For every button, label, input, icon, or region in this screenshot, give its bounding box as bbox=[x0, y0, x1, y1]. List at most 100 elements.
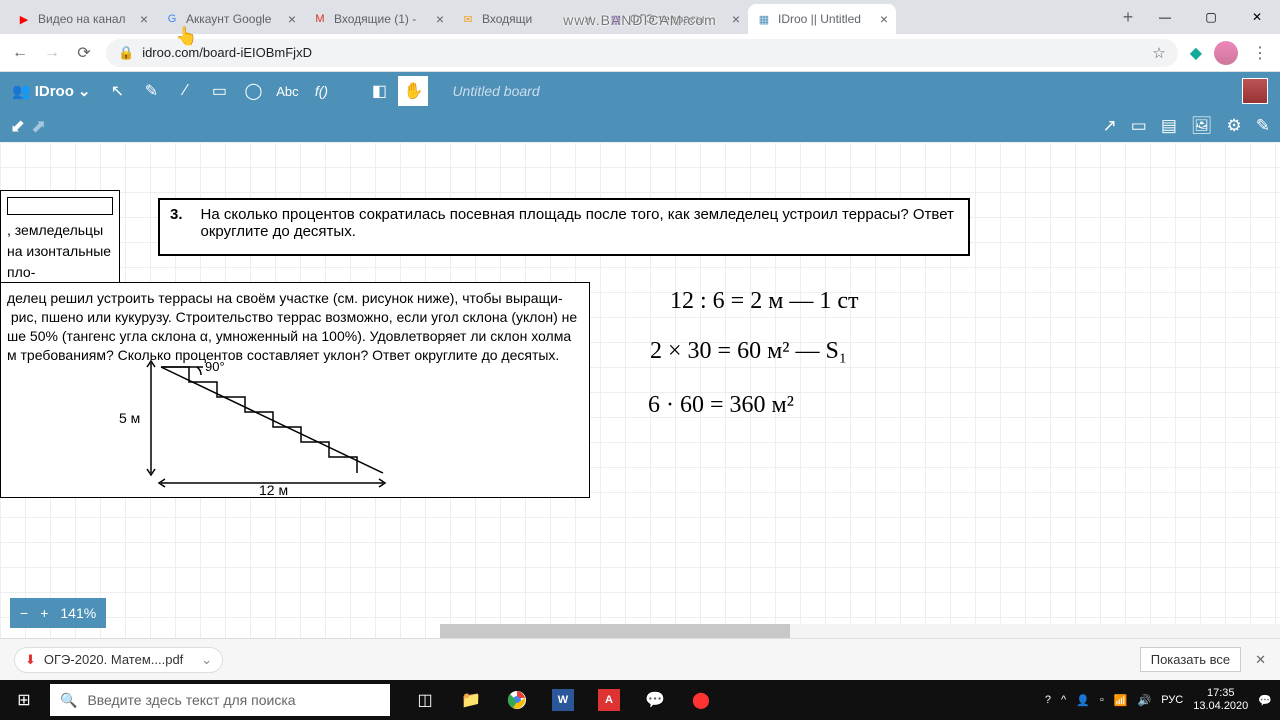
chrome-menu[interactable]: ⋮ bbox=[1250, 43, 1270, 63]
zoom-in[interactable]: + bbox=[40, 605, 48, 621]
text-fragment-2: делец решил устроить террасы на своём уч… bbox=[0, 282, 590, 498]
download-bar: ⬇ ОГЭ-2020. Матем....pdf ⌄ Показать все … bbox=[0, 638, 1280, 680]
image-icon[interactable]: 🖼 bbox=[1191, 116, 1213, 136]
tool-ellipse[interactable]: ◯ bbox=[238, 76, 268, 106]
user-profile-icon[interactable] bbox=[1242, 78, 1268, 104]
tab-close-icon[interactable]: × bbox=[880, 11, 888, 27]
share-icon[interactable]: ↗ bbox=[1103, 116, 1117, 136]
pdf-icon: ⬇ bbox=[25, 652, 36, 668]
nav-back[interactable]: ← bbox=[10, 44, 30, 62]
bandicam-icon[interactable]: ⬤ bbox=[678, 680, 724, 720]
zoom-control[interactable]: − + 141% bbox=[10, 598, 106, 628]
start-button[interactable]: ⊞ bbox=[0, 680, 48, 720]
chat-icon[interactable]: ▭ bbox=[1131, 116, 1147, 136]
handwritten-math: 6 · 60 = 360 м² bbox=[648, 392, 794, 419]
browser-tab[interactable]: ▦ IDroo || Untitled × bbox=[748, 4, 896, 34]
star-icon[interactable]: ☆ bbox=[1152, 44, 1165, 62]
language-indicator[interactable]: РУС bbox=[1161, 694, 1183, 706]
window-minimize[interactable]: — bbox=[1142, 0, 1188, 34]
tool-text[interactable]: Abc bbox=[272, 76, 302, 106]
zoom-level: 141% bbox=[60, 605, 96, 621]
people-icon: 👥 bbox=[12, 82, 31, 100]
text-fragment-1: , земледельцы на изонтальные пло- bbox=[0, 190, 120, 291]
url-text: idroo.com/board-iEIOBmFjxD bbox=[142, 45, 312, 60]
notifications-icon[interactable]: 💬 bbox=[1258, 694, 1272, 707]
svg-text:5 м: 5 м bbox=[119, 410, 140, 426]
tab-title: IDroo || Untitled bbox=[778, 12, 861, 26]
tool-hand[interactable]: ✋ bbox=[398, 76, 428, 106]
lock-icon: 🔒 bbox=[118, 45, 134, 61]
battery-icon[interactable]: ▫ bbox=[1100, 694, 1104, 706]
svg-text:12 м: 12 м bbox=[259, 482, 288, 497]
wifi-icon[interactable]: 📶 bbox=[1114, 694, 1128, 707]
nav-forward[interactable]: → bbox=[42, 44, 62, 62]
window-close[interactable]: ✕ bbox=[1234, 0, 1280, 34]
tool-rect[interactable]: ▭ bbox=[204, 76, 234, 106]
new-tab-button[interactable]: + bbox=[1114, 3, 1142, 31]
people-tray-icon[interactable]: 👤 bbox=[1076, 694, 1090, 707]
app-sub-toolbar: ⬋ ⬈ ↗ ▭ ▤ 🖼 ⚙ ✎ bbox=[0, 110, 1280, 142]
tool-eraser[interactable]: ◧ bbox=[364, 76, 394, 106]
tool-pointer[interactable]: ↖ bbox=[102, 76, 132, 106]
windows-taskbar: ⊞ 🔍 Введите здесь текст для поиска ◫ 📁 W… bbox=[0, 680, 1280, 720]
taskbar-search[interactable]: 🔍 Введите здесь текст для поиска bbox=[50, 684, 390, 716]
profile-avatar[interactable] bbox=[1214, 41, 1238, 65]
word-icon[interactable]: W bbox=[552, 689, 574, 711]
problem-statement: 3. На сколько процентов сократилась посе… bbox=[158, 198, 970, 256]
app-toolbar: 👥 IDroo ⌄ 👆 ↖ ✎ ∕ ▭ ◯ Abc f() ◧ ✋ Untitl… bbox=[0, 72, 1280, 110]
download-filename: ОГЭ-2020. Матем....pdf bbox=[44, 652, 183, 667]
chevron-down-icon: ⌄ bbox=[78, 82, 91, 100]
whiteboard-canvas[interactable]: , земледельцы на изонтальные пло- 3. На … bbox=[0, 142, 1280, 638]
cursor-icon: 👆 bbox=[175, 26, 197, 47]
explorer-icon[interactable]: 📁 bbox=[448, 680, 494, 720]
task-view-icon[interactable]: ◫ bbox=[402, 680, 448, 720]
url-input[interactable]: 🔒 idroo.com/board-iEIOBmFjxD ☆ bbox=[106, 39, 1178, 67]
horizontal-scrollbar[interactable] bbox=[440, 624, 1280, 638]
gear-icon[interactable]: ⚙ bbox=[1227, 116, 1242, 136]
whatsapp-icon[interactable]: 💬 bbox=[632, 680, 678, 720]
tray-chevron-icon[interactable]: ^ bbox=[1061, 694, 1066, 706]
tab-close-icon[interactable]: × bbox=[732, 11, 740, 27]
download-item[interactable]: ⬇ ОГЭ-2020. Матем....pdf ⌄ bbox=[14, 647, 223, 673]
tab-favicon: ✉ bbox=[460, 11, 476, 27]
page-icon[interactable]: ▤ bbox=[1161, 116, 1177, 136]
tool-line[interactable]: ∕ bbox=[170, 76, 200, 106]
search-icon: 🔍 bbox=[60, 692, 77, 709]
problem-text: На сколько процентов сократилась посевна… bbox=[201, 206, 958, 248]
browser-tab[interactable]: MВходящие (1) -× bbox=[304, 4, 452, 34]
acrobat-icon[interactable]: A bbox=[598, 689, 620, 711]
tab-favicon: ▦ bbox=[756, 11, 772, 27]
chevron-down-icon[interactable]: ⌄ bbox=[201, 652, 212, 668]
tab-title: Аккаунт Google bbox=[186, 12, 271, 26]
tab-close-icon[interactable]: × bbox=[288, 11, 296, 27]
zoom-out[interactable]: − bbox=[20, 605, 28, 621]
terrace-diagram: 5 м 12 м 90° bbox=[111, 357, 411, 502]
nav-reload[interactable]: ⟳ bbox=[74, 43, 94, 63]
tab-title: Входящи bbox=[482, 12, 532, 26]
brush-icon[interactable]: ✎ bbox=[1256, 116, 1270, 136]
close-download-bar[interactable]: ✕ bbox=[1255, 652, 1266, 668]
svg-text:90°: 90° bbox=[205, 359, 225, 374]
idroo-logo[interactable]: 👥 IDroo ⌄ bbox=[12, 82, 90, 100]
tab-favicon: ▶ bbox=[16, 11, 32, 27]
extension-icon[interactable]: ◆ bbox=[1190, 43, 1202, 63]
collapse-icon[interactable]: ⬋ bbox=[10, 116, 25, 137]
browser-tab[interactable]: ▶ Видео на канал × bbox=[8, 4, 156, 34]
handwritten-math: 12 : 6 = 2 м — 1 ст bbox=[670, 288, 859, 315]
chrome-icon[interactable] bbox=[494, 680, 540, 720]
help-icon[interactable]: ? bbox=[1045, 694, 1051, 706]
tab-title: Видео на канал bbox=[38, 12, 126, 26]
tab-close-icon[interactable]: × bbox=[140, 11, 148, 27]
tool-pen[interactable]: ✎ bbox=[136, 76, 166, 106]
tool-formula[interactable]: f() bbox=[306, 76, 336, 106]
expand-icon[interactable]: ⬈ bbox=[31, 116, 46, 137]
clock[interactable]: 17:35 13.04.2020 bbox=[1193, 687, 1248, 713]
bandicam-watermark: www.BANDICAM.com bbox=[563, 12, 717, 28]
tab-close-icon[interactable]: × bbox=[436, 11, 444, 27]
volume-icon[interactable]: 🔊 bbox=[1138, 694, 1152, 707]
tab-favicon: G bbox=[164, 11, 180, 27]
board-title[interactable]: Untitled board bbox=[452, 83, 539, 99]
window-maximize[interactable]: ▢ bbox=[1188, 0, 1234, 34]
show-all-downloads[interactable]: Показать все bbox=[1140, 647, 1241, 672]
tab-favicon: M bbox=[312, 11, 328, 27]
